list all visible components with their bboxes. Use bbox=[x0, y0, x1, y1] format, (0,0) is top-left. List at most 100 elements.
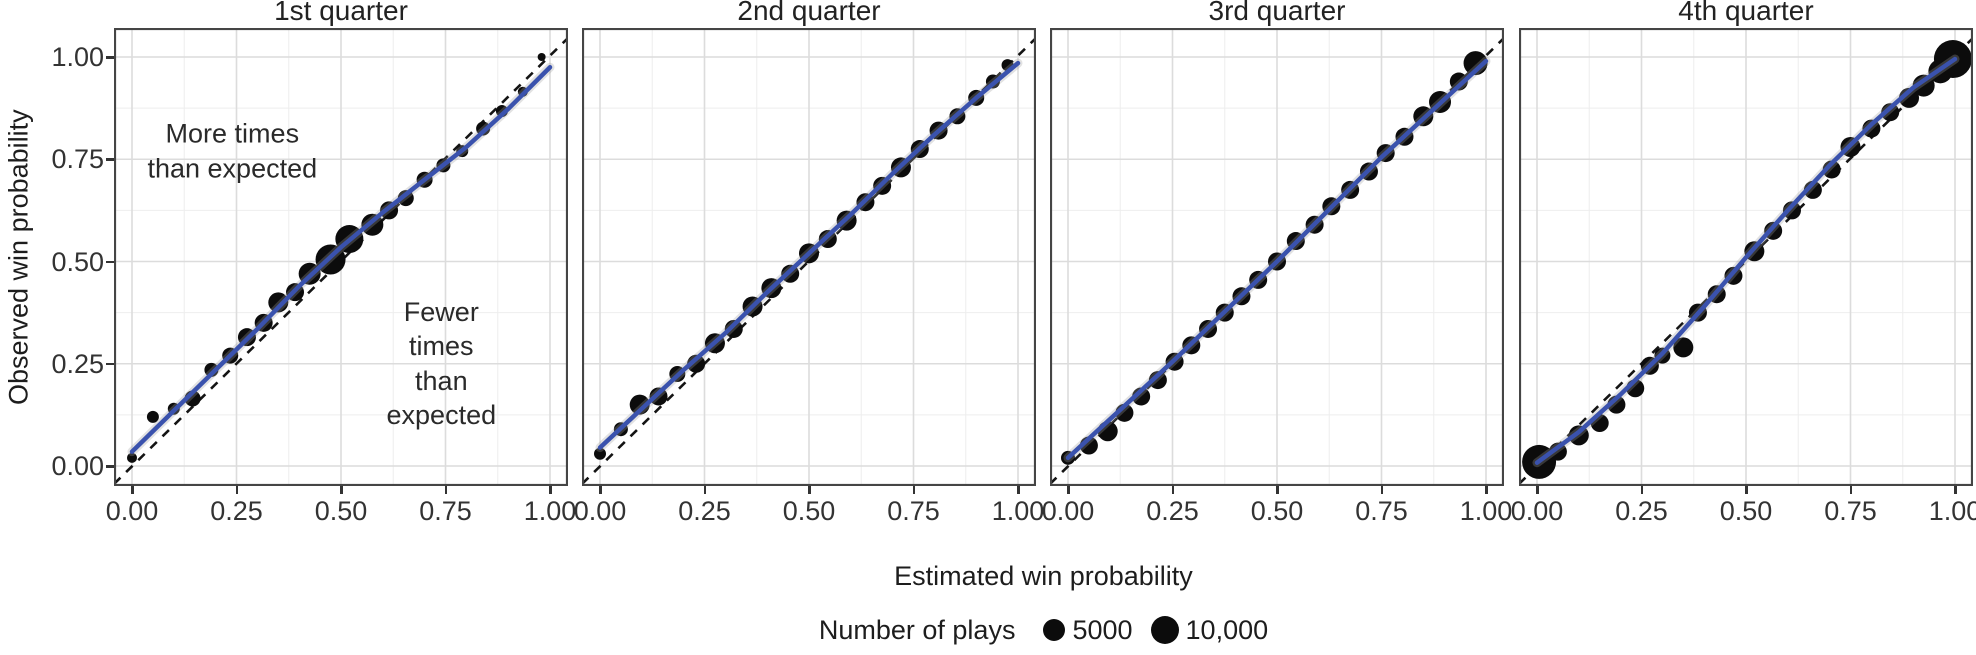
data-point bbox=[1148, 371, 1167, 390]
x-tick-label: 0.25 bbox=[1615, 496, 1668, 526]
x-tick-mark bbox=[1380, 486, 1383, 494]
size-legend: Number of plays 5000 10,000 bbox=[114, 612, 1973, 648]
x-tick-mark bbox=[1849, 486, 1852, 494]
y-tick-mark bbox=[106, 56, 114, 59]
x-tick-label: 0.50 bbox=[1250, 496, 1304, 526]
data-point bbox=[1862, 119, 1881, 138]
data-point bbox=[537, 53, 546, 61]
facet-title: 3rd quarter bbox=[1208, 0, 1346, 26]
y-tick-label: 0.00 bbox=[51, 451, 104, 481]
x-tick-mark bbox=[1067, 486, 1070, 494]
data-point bbox=[146, 410, 159, 423]
data-point bbox=[1548, 442, 1567, 461]
smooth-line bbox=[129, 64, 553, 454]
data-point bbox=[724, 319, 743, 338]
data-point bbox=[1782, 201, 1801, 220]
x-tick-label: 0.25 bbox=[210, 496, 263, 526]
x-tick-label: 1.00 bbox=[991, 496, 1045, 526]
legend-point-icon bbox=[1150, 616, 1179, 644]
panel-border bbox=[113, 27, 569, 487]
x-tick-label: 0.25 bbox=[678, 496, 731, 526]
panel-border bbox=[581, 27, 1037, 487]
x-tick-label: 0.50 bbox=[314, 496, 368, 526]
data-point bbox=[268, 292, 289, 313]
panel-plot bbox=[113, 27, 569, 487]
data-point bbox=[594, 447, 606, 460]
x-tick-mark bbox=[912, 486, 915, 494]
x-tick-label: 1.00 bbox=[1459, 496, 1513, 526]
panel-border bbox=[1049, 27, 1505, 487]
x-tick-label: 0.25 bbox=[1146, 496, 1199, 526]
y-tick-label: 0.25 bbox=[51, 348, 104, 379]
legend-item-5000: 5000 bbox=[1043, 614, 1133, 646]
y-tick-mark bbox=[106, 158, 114, 161]
panel-plot bbox=[1049, 27, 1505, 487]
panel-border bbox=[1518, 27, 1974, 487]
facet-panel: More times than expected Fewer times than… bbox=[113, 27, 569, 487]
x-tick-label: 0.00 bbox=[1041, 496, 1095, 526]
y-tick-mark bbox=[106, 260, 114, 263]
y-tick-mark bbox=[106, 362, 114, 366]
annotation-more-times: More times than expected bbox=[147, 118, 318, 184]
x-tick-label: 0.00 bbox=[105, 496, 159, 526]
diagonal-reference-line bbox=[113, 37, 569, 485]
data-point bbox=[687, 354, 706, 373]
x-tick-mark bbox=[340, 486, 343, 494]
x-tick-mark bbox=[1954, 486, 1957, 494]
facet-title: 2nd quarter bbox=[737, 0, 881, 26]
x-tick-mark bbox=[1017, 486, 1020, 494]
legend-point-icon bbox=[1043, 619, 1066, 641]
x-tick-label: 0.75 bbox=[887, 496, 940, 526]
data-point bbox=[1764, 221, 1783, 240]
x-tick-label: 0.75 bbox=[1824, 496, 1877, 526]
smooth-line bbox=[597, 60, 1021, 450]
y-tick-label: 0.50 bbox=[51, 246, 104, 277]
data-point bbox=[1881, 103, 1900, 122]
x-tick-mark bbox=[1171, 486, 1174, 494]
x-tick-mark bbox=[444, 486, 447, 494]
facet-panel bbox=[581, 27, 1037, 487]
data-point bbox=[1449, 72, 1468, 91]
x-tick-mark bbox=[599, 486, 602, 494]
panel-plot bbox=[581, 27, 1037, 487]
facet-title: 4th quarter bbox=[1678, 0, 1814, 26]
x-tick-label: 0.50 bbox=[782, 496, 836, 526]
data-point bbox=[1463, 51, 1488, 76]
legend-title: Number of plays bbox=[818, 614, 1016, 645]
x-axis-title: Estimated win probability bbox=[894, 561, 1193, 591]
x-tick-mark bbox=[703, 486, 706, 494]
legend-item-10000: 10,000 bbox=[1150, 614, 1269, 646]
x-tick-label: 0.00 bbox=[1510, 496, 1564, 526]
data-point bbox=[1673, 337, 1694, 358]
x-tick-label: 0.75 bbox=[1355, 496, 1408, 526]
facet-panel bbox=[1049, 27, 1505, 487]
facet-panel bbox=[1518, 27, 1974, 487]
x-tick-label: 1.00 bbox=[523, 496, 577, 526]
x-tick-mark bbox=[1640, 486, 1643, 494]
x-tick-label: 1.00 bbox=[1928, 496, 1976, 526]
x-tick-mark bbox=[549, 486, 552, 494]
data-point bbox=[629, 394, 650, 415]
facet-title: 1st quarter bbox=[274, 0, 408, 26]
annotation-fewer-times: Fewer times than expected bbox=[386, 296, 497, 431]
x-tick-label: 0.75 bbox=[419, 496, 472, 526]
legend-item-label: 5000 bbox=[1072, 614, 1133, 645]
x-tick-mark bbox=[1485, 486, 1488, 494]
smooth-line bbox=[1534, 56, 1958, 465]
legend-item-label: 10,000 bbox=[1185, 614, 1269, 645]
panel-plot bbox=[1518, 27, 1974, 487]
data-point bbox=[1912, 74, 1935, 97]
x-tick-label: 0.00 bbox=[573, 496, 627, 526]
x-tick-label: 0.50 bbox=[1719, 496, 1773, 526]
x-tick-mark bbox=[235, 486, 238, 494]
data-point bbox=[127, 452, 137, 463]
x-tick-mark bbox=[131, 486, 134, 494]
y-tick-label: 0.75 bbox=[51, 144, 104, 175]
y-tick-mark bbox=[106, 465, 114, 468]
x-tick-mark bbox=[1536, 486, 1539, 494]
x-tick-mark bbox=[1276, 486, 1279, 494]
x-tick-mark bbox=[1745, 486, 1748, 494]
y-tick-label: 1.00 bbox=[51, 42, 104, 72]
x-tick-mark bbox=[808, 486, 811, 494]
